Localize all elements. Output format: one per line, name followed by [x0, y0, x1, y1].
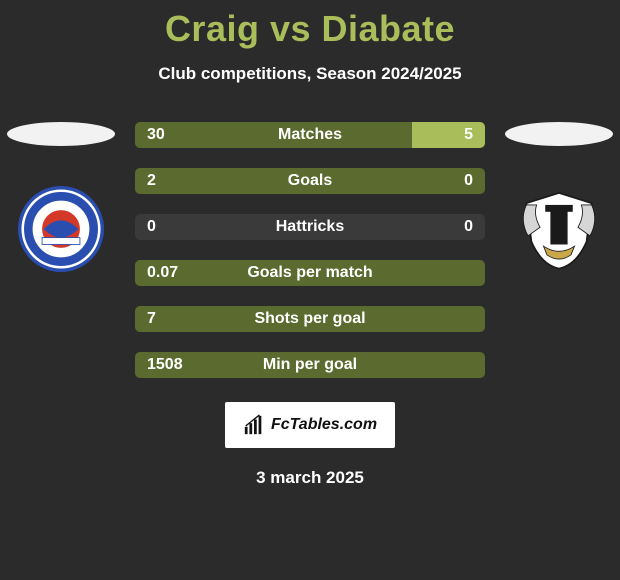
competition-subtitle: Club competitions, Season 2024/2025 — [0, 64, 620, 84]
player-right-column — [504, 122, 614, 272]
player-left-club-badge — [18, 186, 104, 272]
page-title: Craig vs Diabate — [0, 0, 620, 50]
truro-badge-icon — [516, 186, 602, 272]
stat-value-right: 0 — [464, 218, 473, 236]
date-text: 3 march 2025 — [0, 468, 620, 488]
stat-row: 0Hattricks0 — [135, 214, 485, 240]
stat-row: 1508Min per goal — [135, 352, 485, 378]
stat-label: Goals per match — [135, 264, 485, 282]
stat-label: Shots per goal — [135, 310, 485, 328]
stat-label: Min per goal — [135, 356, 485, 374]
stat-row: 2Goals0 — [135, 168, 485, 194]
stat-label: Matches — [135, 126, 485, 144]
reading-badge-icon — [18, 186, 104, 272]
player-right-club-badge — [516, 186, 602, 272]
brand-badge[interactable]: FcTables.com — [225, 402, 395, 448]
stat-row: 0.07Goals per match — [135, 260, 485, 286]
stat-value-right: 5 — [464, 126, 473, 144]
brand-text: FcTables.com — [271, 416, 377, 434]
player-right-avatar — [505, 122, 613, 146]
stat-row: 7Shots per goal — [135, 306, 485, 332]
player-left-avatar — [7, 122, 115, 146]
stat-value-right: 0 — [464, 172, 473, 190]
stat-label: Hattricks — [135, 218, 485, 236]
stats-list: 30Matches52Goals00Hattricks00.07Goals pe… — [135, 122, 485, 378]
stat-label: Goals — [135, 172, 485, 190]
fctables-logo-icon — [243, 414, 265, 436]
comparison-panel: 30Matches52Goals00Hattricks00.07Goals pe… — [0, 122, 620, 488]
stat-row: 30Matches5 — [135, 122, 485, 148]
player-left-column — [6, 122, 116, 272]
